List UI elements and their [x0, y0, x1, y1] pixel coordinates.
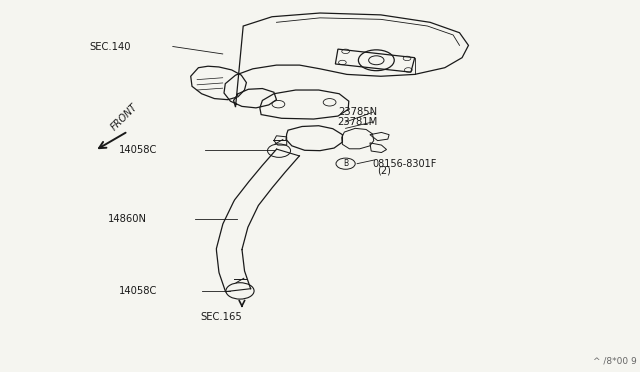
Text: 14058C: 14058C	[118, 286, 157, 296]
Text: 14058C: 14058C	[118, 145, 157, 154]
Text: 23785N: 23785N	[339, 108, 378, 117]
Text: 14860N: 14860N	[108, 215, 147, 224]
Text: SEC.140: SEC.140	[90, 42, 131, 51]
Text: 23781M: 23781M	[337, 117, 378, 127]
Text: SEC.165: SEC.165	[200, 312, 242, 322]
Text: 08156-8301F: 08156-8301F	[372, 159, 437, 169]
Text: B: B	[343, 159, 348, 168]
Text: ^ /8*00 9: ^ /8*00 9	[593, 356, 637, 365]
Text: FRONT: FRONT	[109, 102, 140, 132]
Text: (2): (2)	[378, 166, 392, 175]
